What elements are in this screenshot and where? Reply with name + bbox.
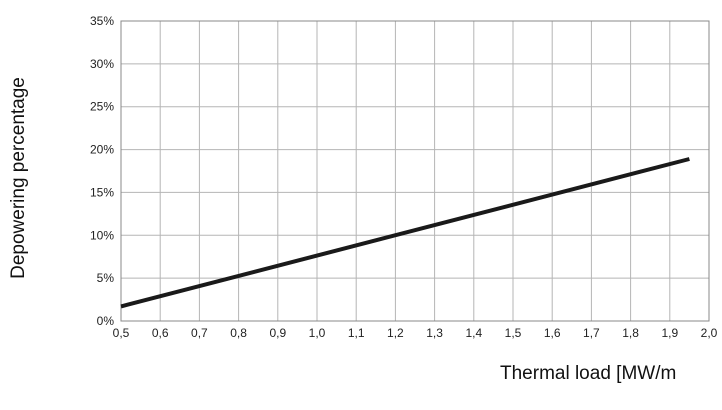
y-tick-label: 5% — [97, 271, 115, 285]
x-tick-label: 1,0 — [309, 326, 326, 340]
y-tick-label: 30% — [90, 57, 114, 71]
x-tick-label: 0,5 — [113, 326, 130, 340]
x-tick-label: 1,8 — [622, 326, 639, 340]
y-tick-labels: 0% 5% 10% 15% 20% 25% 30% 35% — [90, 14, 114, 328]
x-tick-label: 1,5 — [505, 326, 522, 340]
x-tick-label: 1,9 — [661, 326, 678, 340]
y-tick-label: 0% — [97, 314, 115, 328]
y-axis-label: Depowering percentage — [8, 77, 29, 279]
plot-frame — [120, 20, 710, 322]
x-tick-label: 1,4 — [465, 326, 482, 340]
x-axis-label: Thermal load [MW/m — [500, 363, 676, 384]
x-tick-label: 0,8 — [230, 326, 247, 340]
x-tick-label: 1,3 — [426, 326, 443, 340]
y-tick-label: 15% — [90, 185, 114, 199]
x-tick-label: 2,0 — [701, 326, 718, 340]
x-tick-label: 1,1 — [348, 326, 365, 340]
series-layer — [120, 157, 690, 309]
x-tick-label: 1,7 — [583, 326, 600, 340]
y-tick-label: 20% — [90, 143, 114, 157]
x-tick-label: 0,9 — [269, 326, 286, 340]
y-tick-label: 10% — [90, 228, 114, 242]
y-tick-label: 25% — [90, 100, 114, 114]
x-tick-label: 1,6 — [544, 326, 561, 340]
x-tick-labels: 0,5 0,6 0,7 0,8 0,9 1,0 1,1 1,2 1,3 1,4 1,5 1,6 1,7 1… — [113, 326, 718, 340]
x-tick-label: 1,2 — [387, 326, 404, 340]
y-tick-label: 35% — [90, 14, 114, 28]
data-line — [120, 157, 690, 309]
x-tick-label: 0,7 — [191, 326, 208, 340]
x-tick-label: 0,6 — [152, 326, 169, 340]
grid — [120, 20, 710, 322]
